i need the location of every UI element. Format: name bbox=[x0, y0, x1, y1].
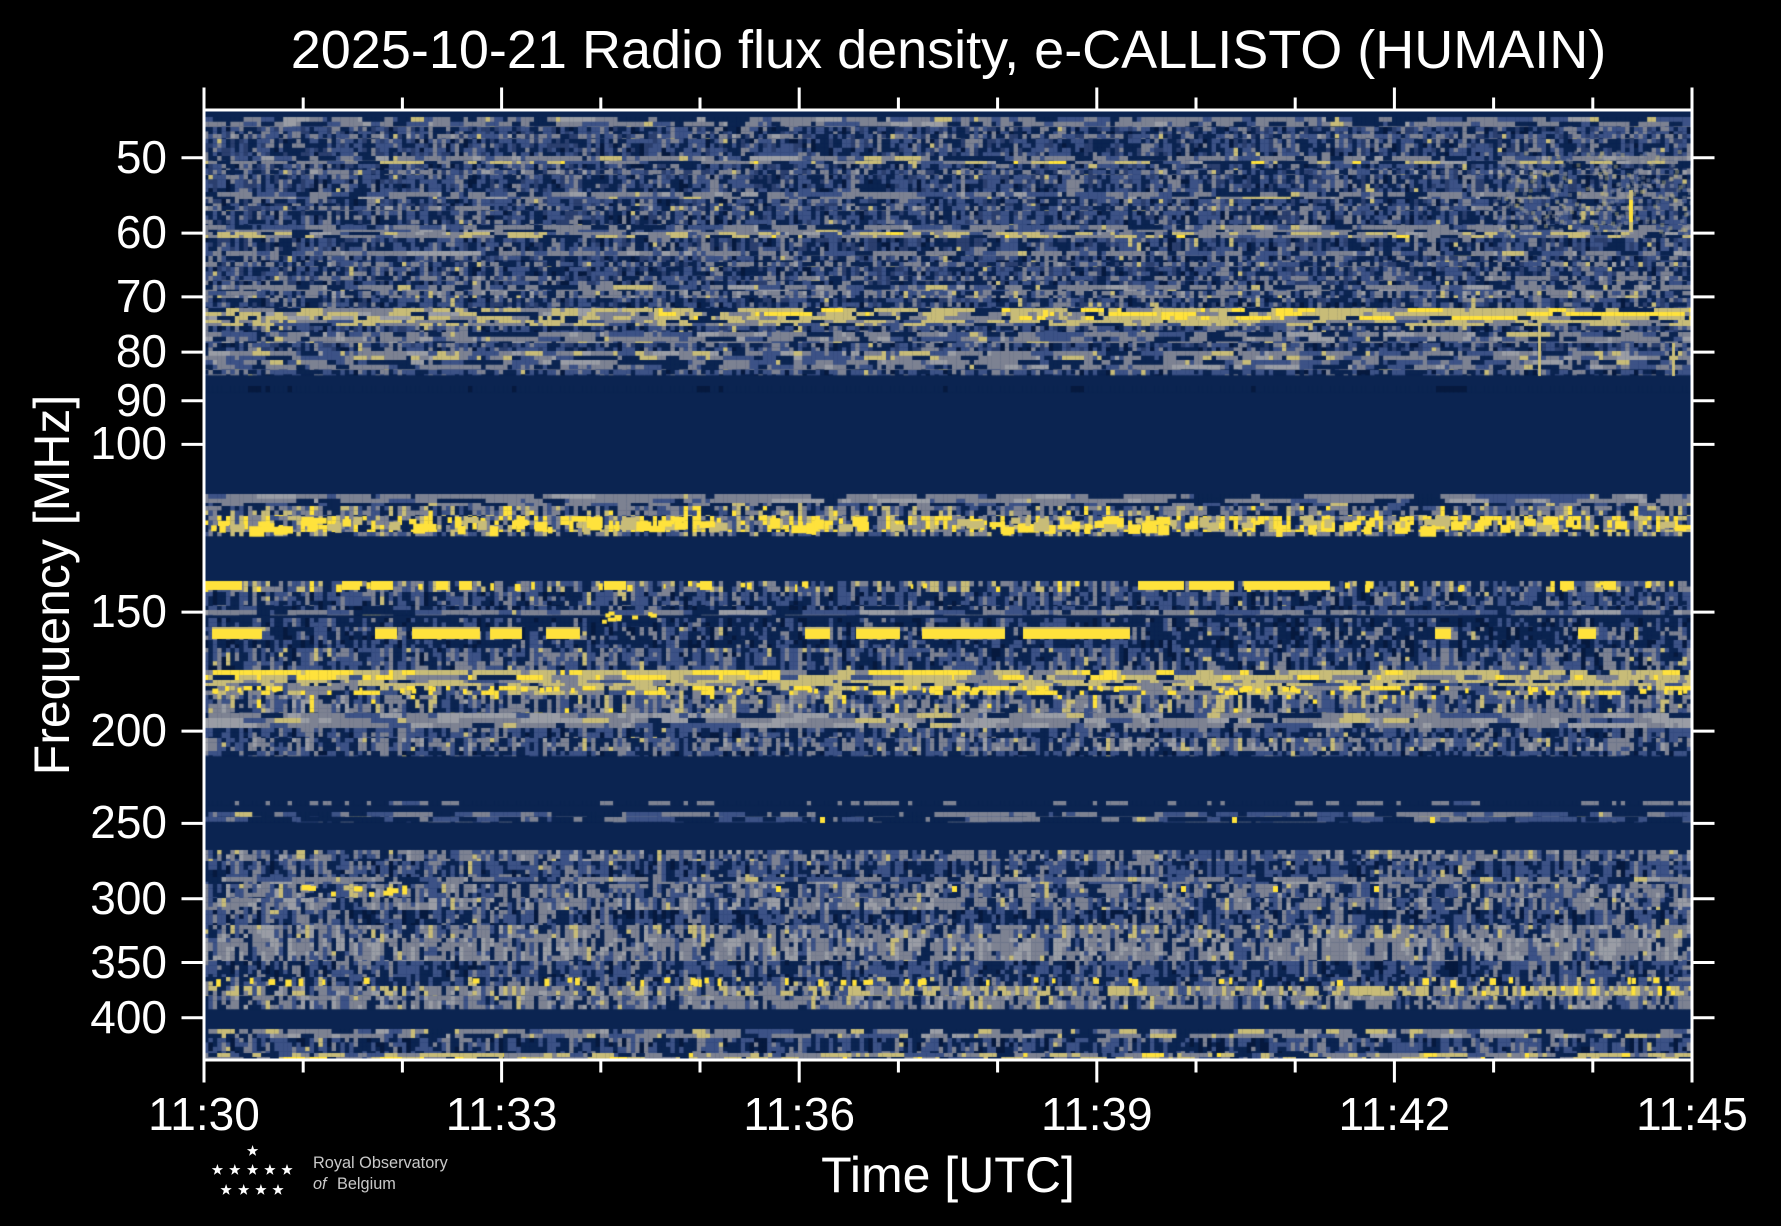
svg-text:Belgium: Belgium bbox=[337, 1175, 396, 1193]
svg-text:of: of bbox=[313, 1175, 328, 1193]
svg-text:Royal Observatory: Royal Observatory bbox=[313, 1154, 449, 1172]
